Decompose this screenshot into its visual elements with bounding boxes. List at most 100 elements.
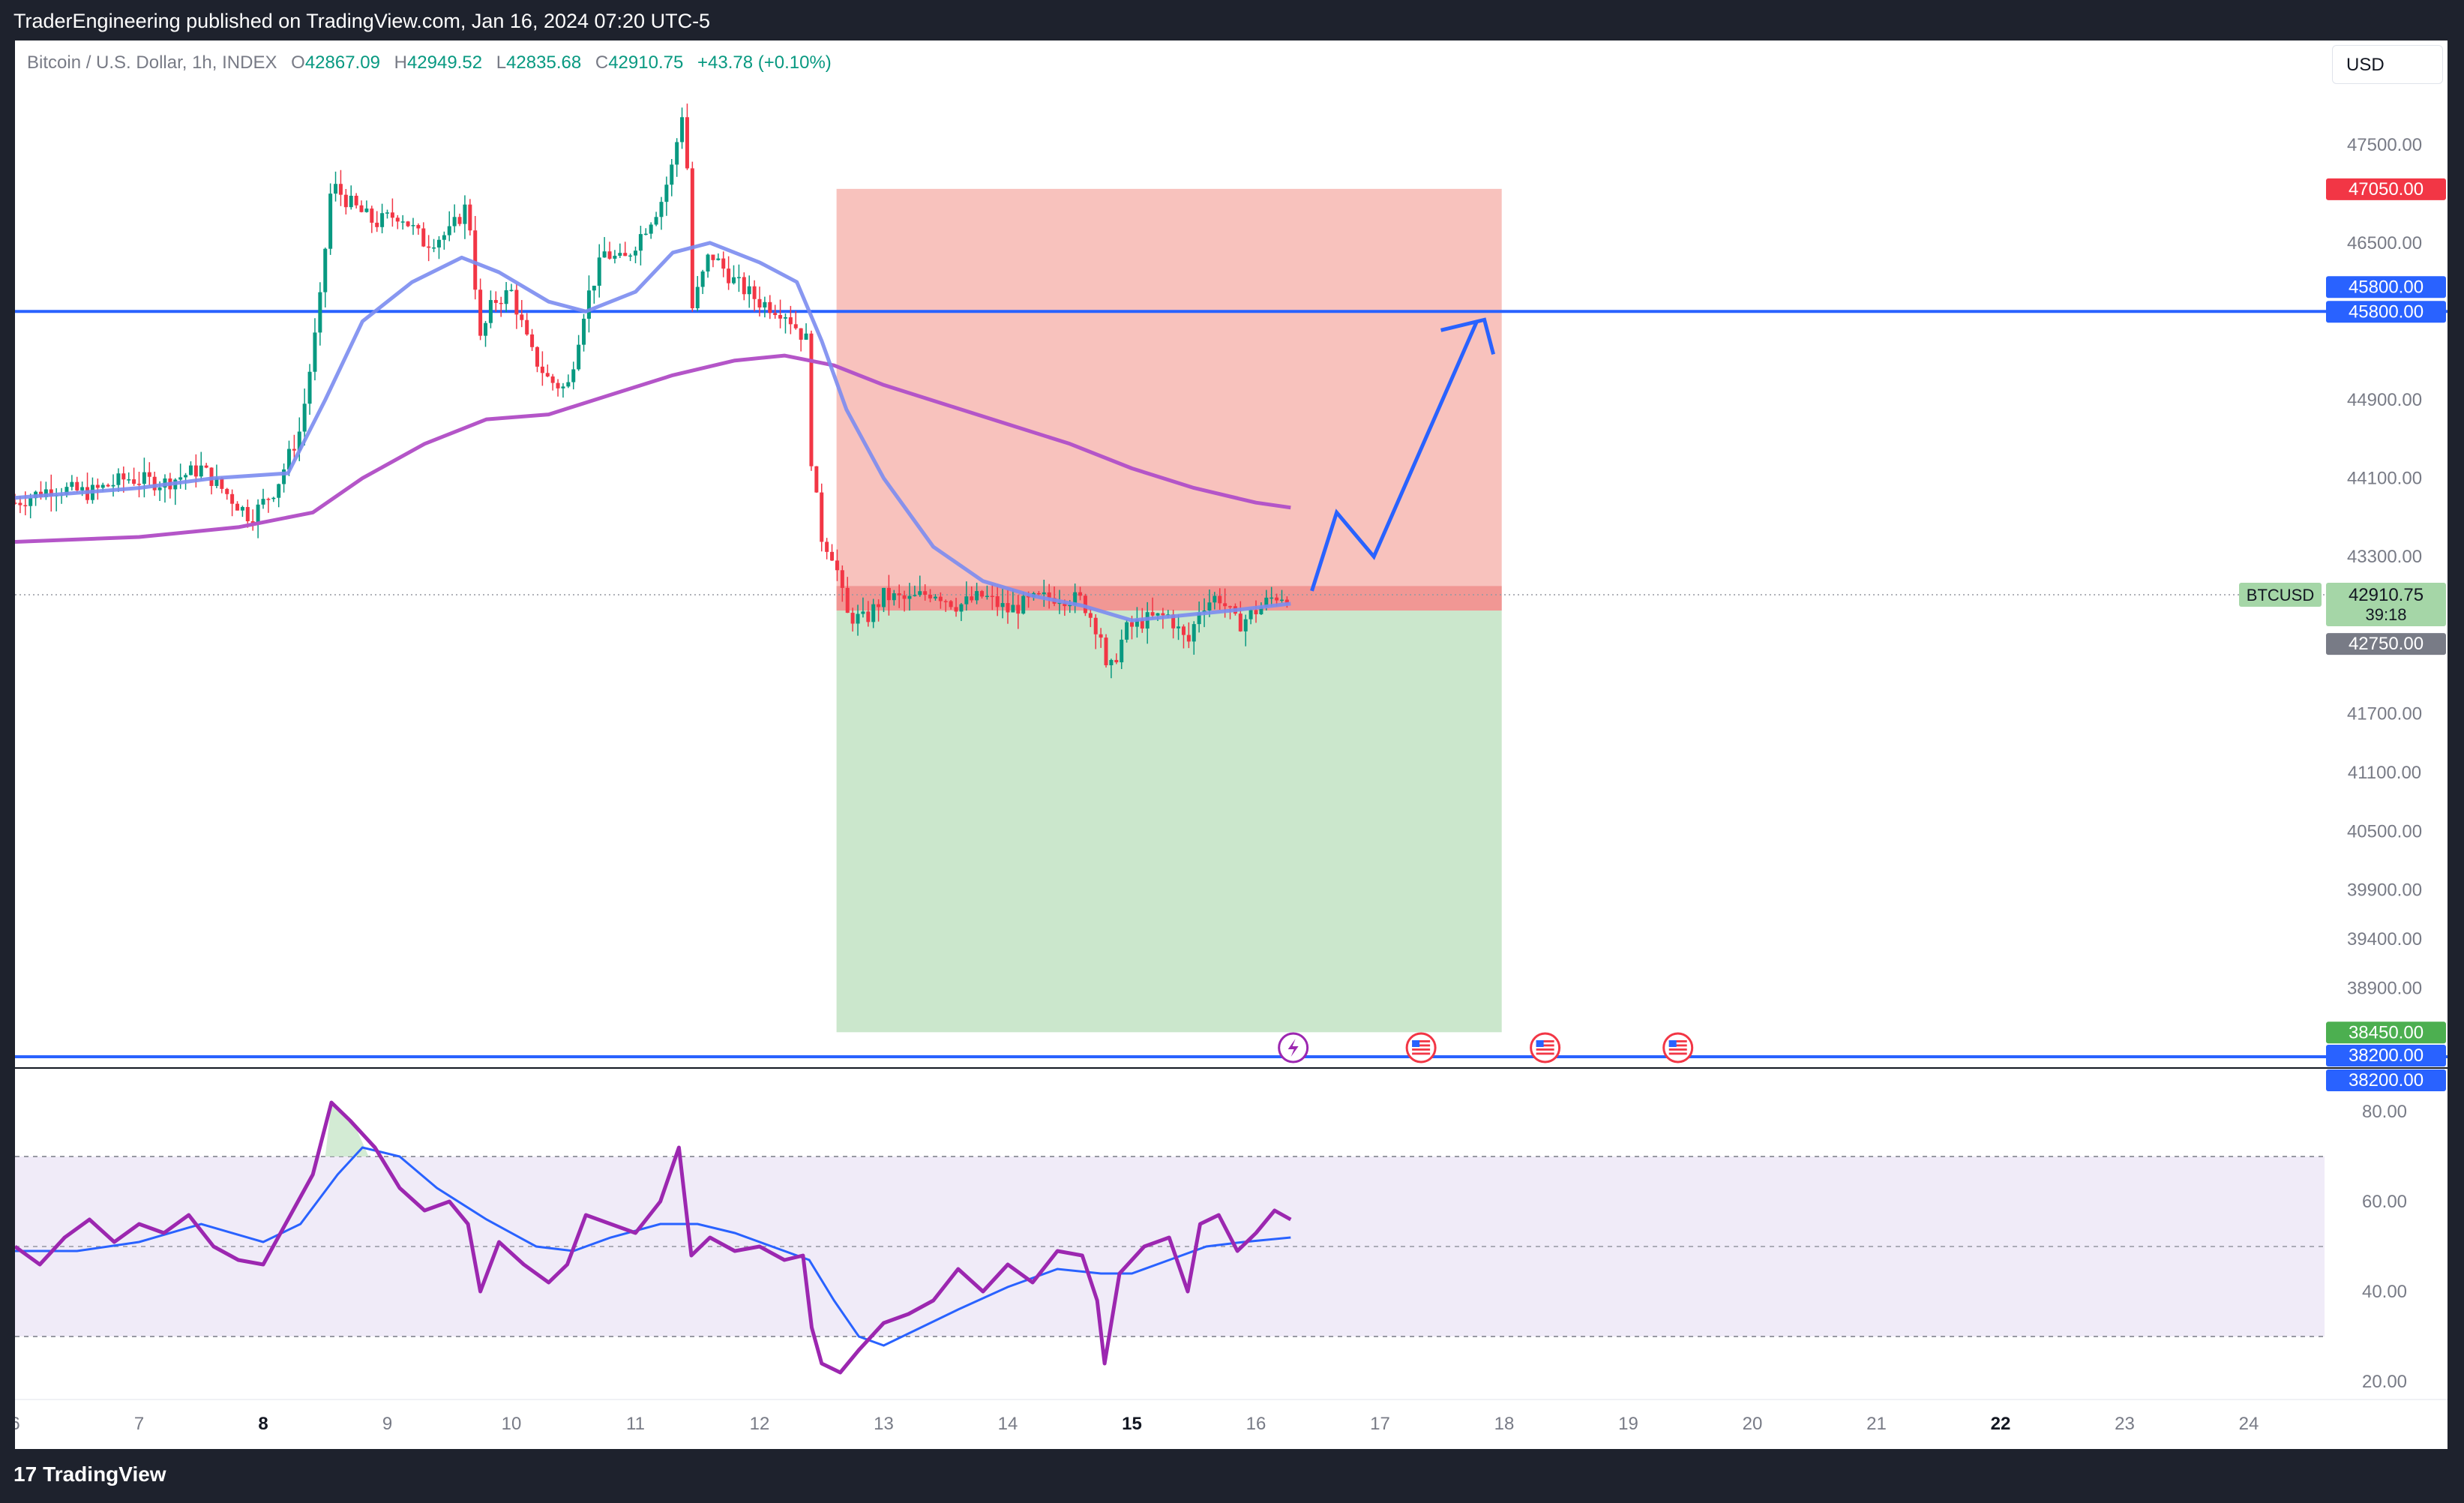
candle-body xyxy=(220,478,224,489)
candle-body xyxy=(711,254,715,260)
candle-body xyxy=(364,208,369,212)
candle-body xyxy=(923,591,928,596)
currency-button[interactable]: USD xyxy=(2332,45,2443,84)
candles xyxy=(15,104,1289,679)
candle-body xyxy=(1027,596,1031,598)
hline-badge-upper: 45800.00 xyxy=(2349,277,2424,297)
candle-body xyxy=(742,277,746,295)
top-bar: TraderEngineering published on TradingVi… xyxy=(0,0,2464,40)
candle-body xyxy=(850,613,855,624)
candle-body xyxy=(918,591,922,596)
legend-open-value: 42867.09 xyxy=(304,52,380,73)
candle-body xyxy=(18,502,22,506)
us-flag-stripe xyxy=(1536,1044,1554,1047)
candle-body xyxy=(556,382,560,388)
date-tick-label: 22 xyxy=(1991,1414,2011,1434)
candle-body xyxy=(1036,592,1041,595)
candle-body xyxy=(938,596,943,602)
projection-arrow xyxy=(1310,320,1479,592)
candle-body xyxy=(411,225,415,226)
candle-body xyxy=(313,332,317,372)
price-tick-label: 44100.00 xyxy=(2347,469,2422,489)
chart-canvas[interactable]: 47500.00 46500.00 44900.00 44100.00 43300.00… xyxy=(15,40,2448,1449)
candle-body xyxy=(607,251,612,259)
legend-high-label: H xyxy=(394,52,407,73)
candle-body xyxy=(184,475,188,478)
candle-body xyxy=(116,473,121,485)
legend-symbol: Bitcoin / U.S. Dollar, 1h, INDEX xyxy=(27,52,277,73)
last-price-badge-bg xyxy=(2326,583,2446,627)
candle-body xyxy=(370,208,374,223)
candle-body xyxy=(654,217,658,225)
date-tick-label: 7 xyxy=(134,1414,144,1434)
candle-body xyxy=(809,333,814,466)
candle-body xyxy=(778,315,783,319)
candle-body xyxy=(732,277,736,284)
candle-body xyxy=(1130,622,1134,627)
candle-body xyxy=(199,465,203,477)
candle-body xyxy=(1114,659,1119,663)
candle-body xyxy=(385,212,389,214)
candle-body xyxy=(628,255,633,257)
date-tick-label: 24 xyxy=(2239,1414,2259,1434)
candle-body xyxy=(985,596,989,598)
date-tick-label: 12 xyxy=(750,1414,770,1434)
candle-body xyxy=(43,489,48,497)
candle-body xyxy=(427,246,431,248)
candle-body xyxy=(1120,639,1124,663)
current-pnl-band xyxy=(836,586,1502,611)
candle-body xyxy=(1284,599,1289,604)
candle-body xyxy=(468,204,472,231)
date-tick-label: 21 xyxy=(1866,1414,1887,1434)
candle-body xyxy=(178,477,183,480)
candle-body xyxy=(95,484,100,488)
candle-body xyxy=(282,469,286,484)
candle-body xyxy=(990,596,994,598)
us-flag-icon xyxy=(1662,1032,1694,1064)
candle-body xyxy=(1192,624,1196,642)
us-flag-stripe xyxy=(1412,1048,1431,1051)
candle-body xyxy=(28,498,33,506)
candle-body xyxy=(452,217,457,226)
candle-body xyxy=(700,271,705,287)
candle-body xyxy=(571,369,576,382)
candle-body xyxy=(1125,622,1129,640)
us-flag-icon xyxy=(1530,1032,1561,1064)
candle-body xyxy=(690,168,694,309)
candle-body xyxy=(137,484,141,485)
candle-body xyxy=(1197,612,1201,625)
price-tick-label: 39400.00 xyxy=(2347,929,2422,950)
candle-body xyxy=(659,202,664,218)
candle-body xyxy=(933,596,937,598)
candle-body xyxy=(1269,597,1274,599)
candle-body xyxy=(473,230,478,290)
candle-body xyxy=(943,601,948,602)
candle-body xyxy=(1047,592,1051,598)
hline-badge-upper-bg xyxy=(2326,1045,2446,1066)
candle-body xyxy=(193,465,198,477)
candle-body xyxy=(132,479,136,484)
candle-body xyxy=(80,487,85,490)
candle-body xyxy=(1078,592,1083,596)
tradingview-brand[interactable]: 17 TradingView xyxy=(13,1462,166,1486)
candle-body xyxy=(354,195,358,206)
price-tick-label: 41100.00 xyxy=(2348,763,2421,783)
legend-open-label: O xyxy=(291,52,305,73)
candle-body xyxy=(1177,626,1181,628)
candle-body xyxy=(1254,610,1258,615)
candle-body xyxy=(127,479,131,481)
legend-change: +43.78 (+0.10%) xyxy=(697,52,832,73)
candle-body xyxy=(49,489,53,496)
candle-body xyxy=(747,286,751,295)
candle-body xyxy=(1279,599,1284,602)
chart-frame[interactable]: 47500.00 46500.00 44900.00 44100.00 43300.00… xyxy=(15,40,2448,1449)
projection-arrow-head xyxy=(1440,317,1496,355)
us-flag-stripe xyxy=(1668,1040,1687,1042)
candle-body xyxy=(1057,602,1062,604)
candle-body xyxy=(1213,596,1217,603)
candle-body xyxy=(266,499,271,500)
candle-body xyxy=(913,595,917,596)
candle-body xyxy=(1135,620,1139,627)
candle-body xyxy=(432,247,436,249)
date-tick-label: 17 xyxy=(1370,1414,1390,1434)
